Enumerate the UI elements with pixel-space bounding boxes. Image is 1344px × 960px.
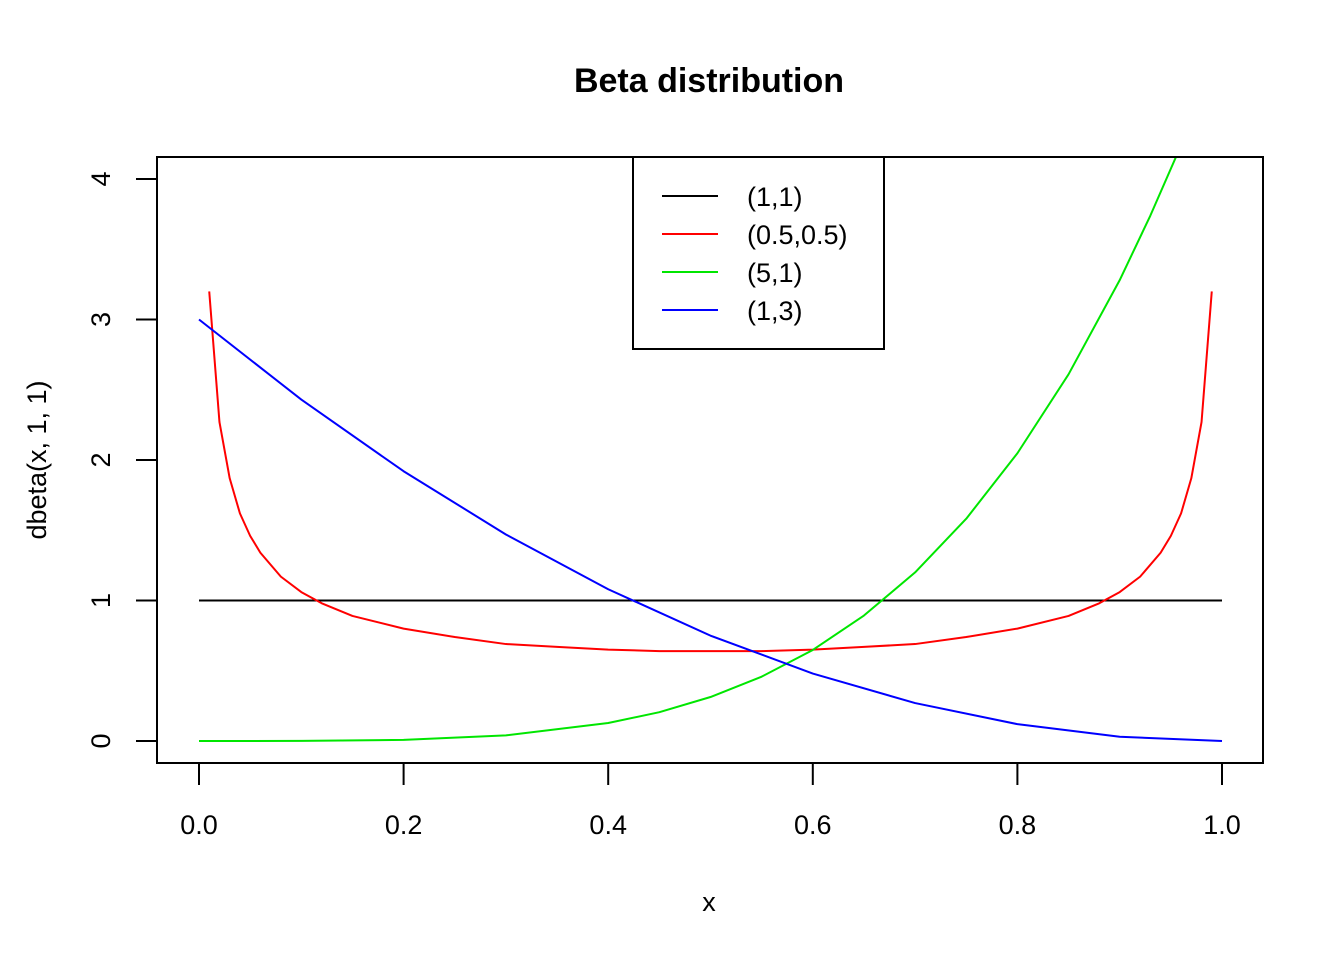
legend-label: (1,1) — [747, 182, 803, 212]
legend-label: (5,1) — [747, 258, 803, 288]
chart-title: Beta distribution — [574, 62, 844, 100]
y-tick-label: 0 — [86, 733, 116, 748]
x-tick-label: 0.8 — [999, 810, 1037, 840]
x-axis-label: x — [702, 887, 716, 917]
x-tick-label: 0.2 — [385, 810, 423, 840]
x-tick-label: 1.0 — [1203, 810, 1241, 840]
y-tick-label: 2 — [86, 452, 116, 467]
y-axis-label: dbeta(x, 1, 1) — [22, 380, 52, 539]
series-line-4 — [198, 318, 1223, 742]
series-line-2 — [208, 291, 1213, 653]
x-tick-label: 0.4 — [589, 810, 627, 840]
series-line-3 — [198, 158, 1177, 742]
legend-label: (0.5,0.5) — [747, 220, 848, 250]
y-axis: 0 1 2 3 4 — [86, 171, 158, 749]
legend-label: (1,3) — [747, 296, 803, 326]
x-axis: 0.0 0.2 0.4 0.6 0.8 1.0 — [180, 762, 1241, 840]
series-group — [198, 158, 1223, 742]
x-tick-label: 0.6 — [794, 810, 832, 840]
legend-box — [632, 156, 885, 350]
x-tick-label: 0.0 — [180, 810, 218, 840]
legend: (1,1) (0.5,0.5) (5,1) (1,3) — [632, 156, 885, 350]
y-tick-label: 3 — [86, 312, 116, 327]
y-tick-label: 1 — [86, 593, 116, 608]
y-tick-label: 4 — [86, 171, 116, 186]
